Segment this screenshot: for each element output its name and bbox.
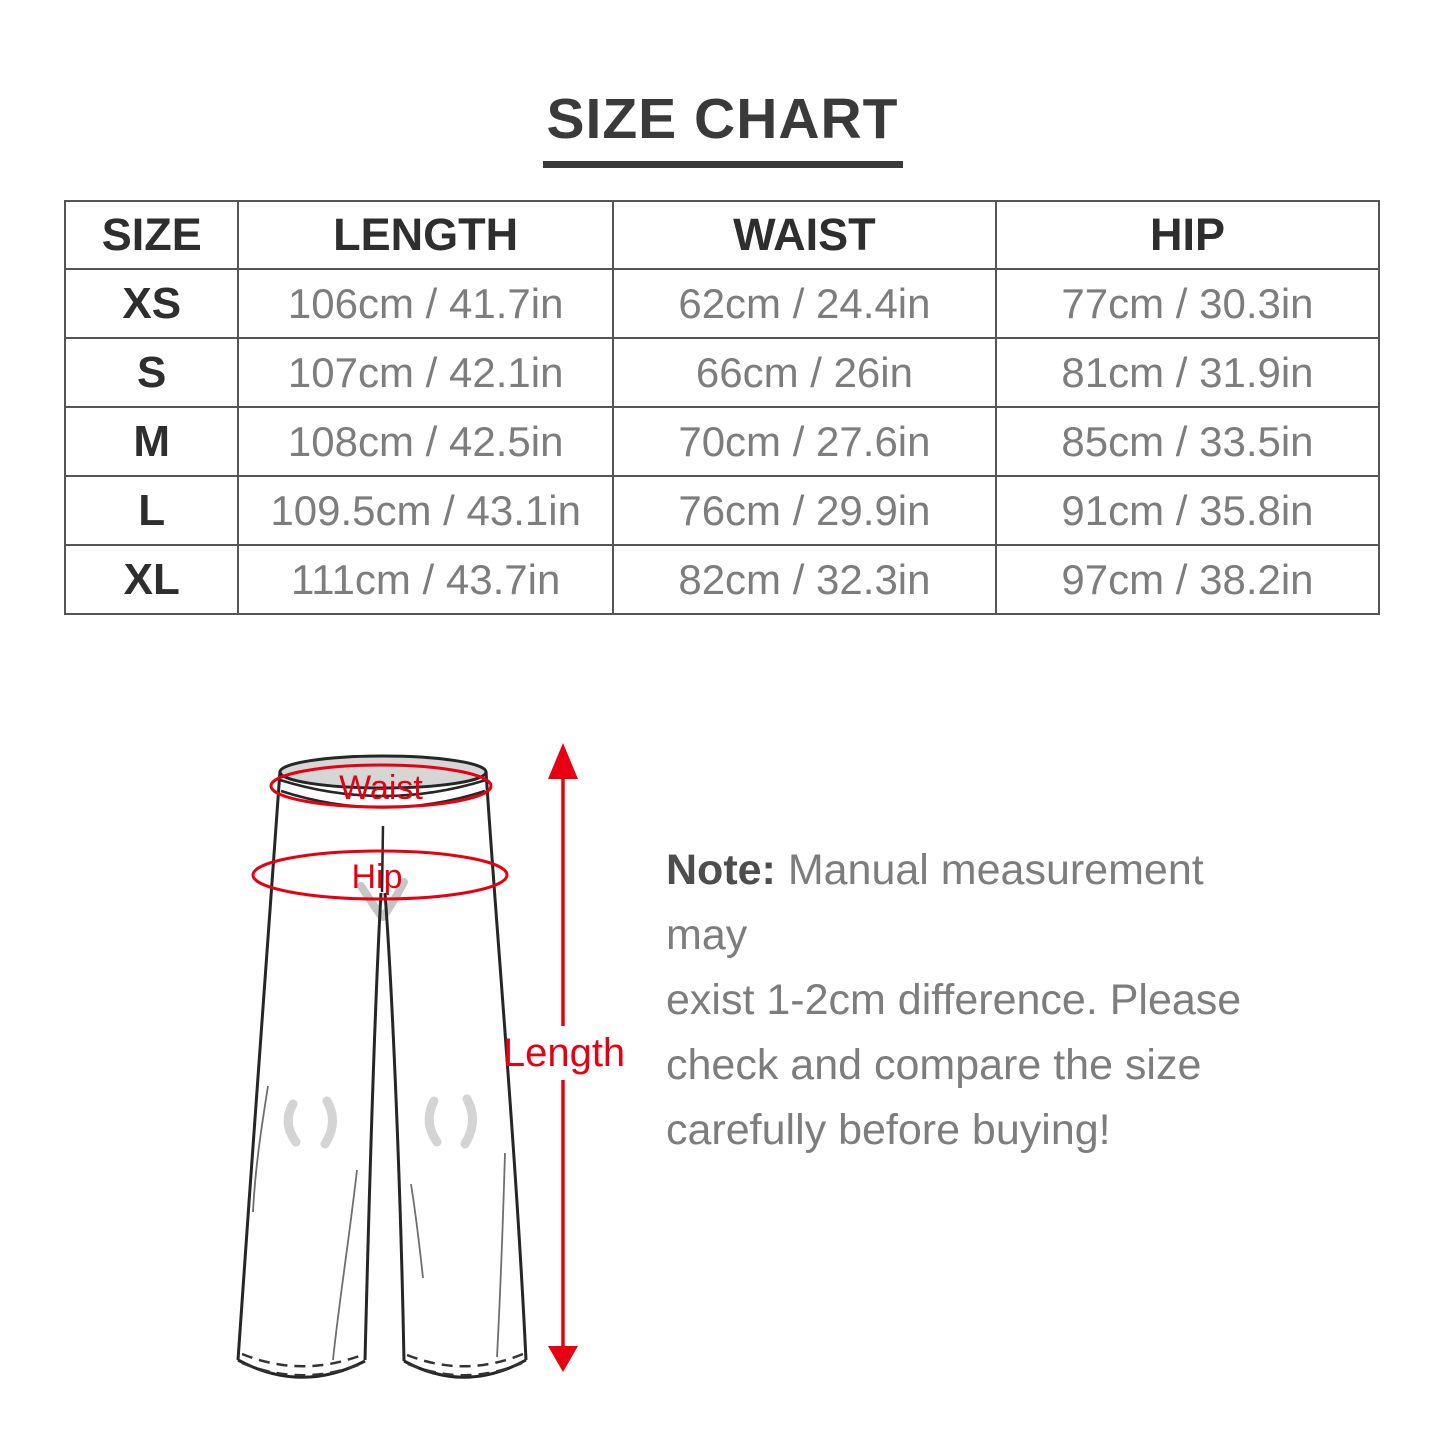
- waist-cell: 82cm / 32.3in: [611, 544, 997, 615]
- table-row-l: L 109.5cm / 43.1in 76cm / 29.9in 91cm / …: [63, 475, 1381, 546]
- waist-measure-ellipse: [269, 763, 493, 809]
- waist-cell: 66cm / 26in: [611, 337, 997, 408]
- measurement-annotations: [251, 763, 565, 1348]
- note-line: carefully before buying!: [666, 1106, 1111, 1154]
- col-header-size: SIZE: [63, 200, 240, 270]
- note-line: check and compare the size: [666, 1041, 1202, 1089]
- col-header-hip: HIP: [994, 200, 1381, 270]
- hip-cell: 81cm / 31.9in: [994, 337, 1381, 408]
- note-line: Note: Manual measurement may: [666, 838, 1276, 968]
- size-cell: XL: [63, 544, 240, 615]
- note-text: Note: Manual measurement may exist 1-2cm…: [666, 838, 1276, 1163]
- length-cell: 106cm / 41.7in: [237, 268, 614, 339]
- hip-measure-ellipse: [251, 849, 509, 901]
- arrowhead-up: [548, 743, 578, 779]
- knee-shading-marks: [283, 1094, 477, 1149]
- col-header-waist: WAIST: [611, 200, 997, 270]
- size-table: SIZE LENGTH WAIST HIP XS 106cm / 41.7in …: [63, 200, 1381, 615]
- length-cell: 111cm / 43.7in: [237, 544, 614, 615]
- length-arrowheads: [548, 743, 578, 1372]
- size-cell: S: [63, 337, 240, 408]
- waist-cell: 76cm / 29.9in: [611, 475, 997, 546]
- hip-cell: 77cm / 30.3in: [994, 268, 1381, 339]
- title-wrap: SIZE CHART: [0, 86, 1445, 168]
- size-cell: M: [63, 406, 240, 477]
- length-cell: 109.5cm / 43.1in: [237, 475, 614, 546]
- crease-lines: [252, 1085, 506, 1361]
- arrowhead-down: [548, 1346, 578, 1372]
- note-line-text: Manual measurement may: [666, 846, 1204, 959]
- note-line: exist 1-2cm difference. Please: [666, 976, 1242, 1024]
- col-header-length: LENGTH: [237, 200, 614, 270]
- note-label: Note:: [666, 846, 776, 894]
- waist-cell: 62cm / 24.4in: [611, 268, 997, 339]
- length-cell: 107cm / 42.1in: [237, 337, 614, 408]
- table-row-xl: XL 111cm / 43.7in 82cm / 32.3in 97cm / 3…: [63, 544, 1381, 615]
- hip-cell: 85cm / 33.5in: [994, 406, 1381, 477]
- pants-outline: [236, 754, 528, 1379]
- table-row-xs: XS 106cm / 41.7in 62cm / 24.4in 77cm / 3…: [63, 268, 1381, 339]
- waist-label: Waist: [339, 769, 423, 807]
- table-header-row: SIZE LENGTH WAIST HIP: [63, 200, 1381, 270]
- hip-label: Hip: [351, 858, 402, 896]
- hip-cell: 97cm / 38.2in: [994, 544, 1381, 615]
- length-label: Length: [503, 1031, 625, 1075]
- hem-stitching: [241, 1352, 524, 1377]
- pants-measurement-diagram: Waist Hip Length: [236, 743, 625, 1379]
- page-title: SIZE CHART: [542, 86, 903, 168]
- table-row-m: M 108cm / 42.5in 70cm / 27.6in 85cm / 33…: [63, 406, 1381, 477]
- length-cell: 108cm / 42.5in: [237, 406, 614, 477]
- size-cell: XS: [63, 268, 240, 339]
- diagram-labels: Waist Hip Length: [339, 769, 625, 1075]
- table-row-s: S 107cm / 42.1in 66cm / 26in 81cm / 31.9…: [63, 337, 1381, 408]
- hip-cell: 91cm / 35.8in: [994, 475, 1381, 546]
- size-cell: L: [63, 475, 240, 546]
- waist-cell: 70cm / 27.6in: [611, 406, 997, 477]
